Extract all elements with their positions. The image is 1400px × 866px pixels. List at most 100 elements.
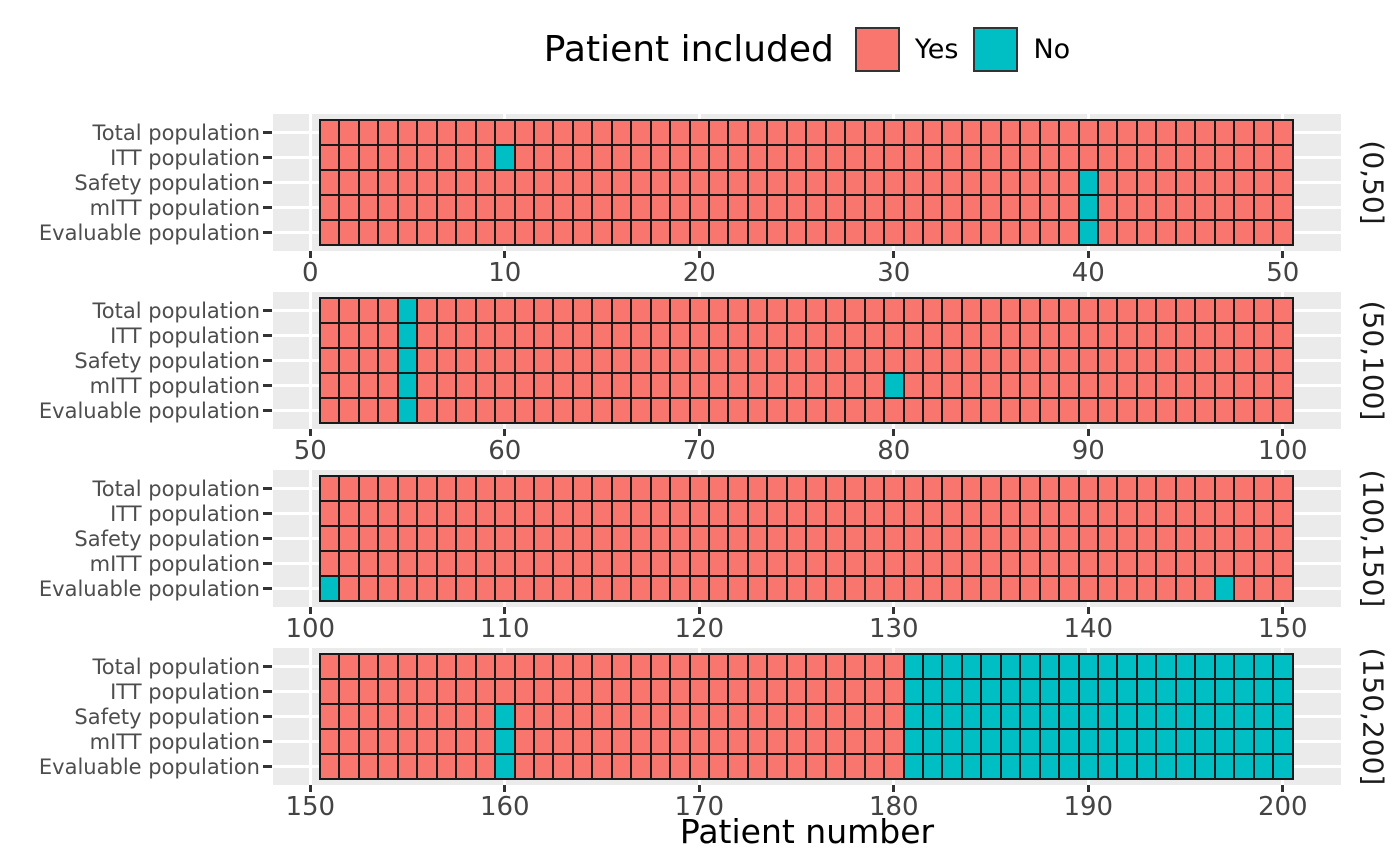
- tile: [709, 195, 729, 220]
- tile: [495, 679, 515, 704]
- tile: [786, 120, 807, 145]
- tile: [1098, 220, 1118, 245]
- tile: [747, 373, 768, 398]
- tile: [436, 654, 457, 679]
- y-tick-mark: [263, 231, 272, 234]
- x-tick-mark: [1086, 785, 1090, 792]
- tile: [903, 551, 923, 576]
- tile: [1234, 526, 1254, 551]
- tile: [747, 298, 768, 323]
- tile: [981, 195, 1001, 220]
- tile: [709, 373, 729, 398]
- tile: [1214, 526, 1235, 551]
- tile: [514, 170, 534, 195]
- tile: [378, 476, 398, 501]
- tile: [456, 704, 476, 729]
- tile: [378, 323, 398, 348]
- tile: [339, 576, 359, 601]
- tile: [417, 704, 437, 729]
- tile: [961, 195, 982, 220]
- tile: [747, 704, 768, 729]
- tile: [650, 551, 671, 576]
- tile: [592, 551, 612, 576]
- tile: [553, 551, 573, 576]
- tile: [767, 145, 787, 170]
- tile: [456, 501, 476, 526]
- x-tick-mark: [892, 251, 896, 258]
- tile: [495, 348, 515, 373]
- tile: [825, 526, 846, 551]
- tile: [514, 298, 534, 323]
- tile: [592, 323, 612, 348]
- tile: [747, 654, 768, 679]
- tile: [1195, 526, 1215, 551]
- tile: [1214, 348, 1235, 373]
- tile: [1136, 754, 1157, 779]
- tile: [514, 526, 534, 551]
- tile: [320, 323, 340, 348]
- tile: [436, 551, 457, 576]
- tile: [806, 576, 826, 601]
- y-tick-mark: [263, 715, 272, 718]
- tile: [553, 704, 573, 729]
- tile: [689, 323, 709, 348]
- tile: [378, 220, 398, 245]
- tile: [592, 654, 612, 679]
- tile-grid: [319, 475, 1294, 602]
- tile: [533, 298, 554, 323]
- tile: [1214, 654, 1235, 679]
- tile: [1059, 754, 1079, 779]
- tile: [475, 551, 496, 576]
- tile: [1098, 323, 1118, 348]
- tile: [1039, 220, 1060, 245]
- tile: [1059, 476, 1079, 501]
- tile: [922, 754, 943, 779]
- tile: [1000, 398, 1021, 423]
- tile: [709, 348, 729, 373]
- tile: [1234, 704, 1254, 729]
- tile: [631, 679, 651, 704]
- tile: [1214, 145, 1235, 170]
- tile: [417, 348, 437, 373]
- tile: [670, 373, 690, 398]
- tile: [1234, 551, 1254, 576]
- tile: [1059, 704, 1079, 729]
- x-tick-mark: [1281, 607, 1285, 614]
- tile: [670, 526, 690, 551]
- tile: [689, 654, 709, 679]
- tile: [1098, 195, 1118, 220]
- tile: [864, 170, 885, 195]
- tile: [1156, 170, 1176, 195]
- tile: [1214, 170, 1235, 195]
- tile: [1195, 501, 1215, 526]
- tile: [1039, 298, 1060, 323]
- tile: [631, 398, 651, 423]
- tile: [728, 551, 748, 576]
- tile: [767, 654, 787, 679]
- y-tick-mark: [263, 309, 272, 312]
- tile: [339, 145, 359, 170]
- tile: [1136, 298, 1157, 323]
- tile: [1098, 654, 1118, 679]
- tile: [1000, 170, 1021, 195]
- tile: [1136, 679, 1157, 704]
- tile: [1000, 476, 1021, 501]
- x-tick-mark: [308, 251, 312, 258]
- tile: [397, 220, 418, 245]
- tile: [961, 729, 982, 754]
- tile: [1273, 298, 1293, 323]
- tile: [689, 679, 709, 704]
- tile: [670, 195, 690, 220]
- tile: [456, 373, 476, 398]
- tile: [1156, 526, 1176, 551]
- tile: [670, 654, 690, 679]
- tile: [1195, 120, 1215, 145]
- tile: [611, 120, 632, 145]
- x-tick-label: 70: [682, 436, 716, 466]
- tile: [1214, 298, 1235, 323]
- tile: [397, 501, 418, 526]
- y-axis-label: Evaluable population: [38, 754, 260, 779]
- tile: [320, 551, 340, 576]
- tile: [689, 298, 709, 323]
- x-tick-label: 50: [293, 436, 327, 466]
